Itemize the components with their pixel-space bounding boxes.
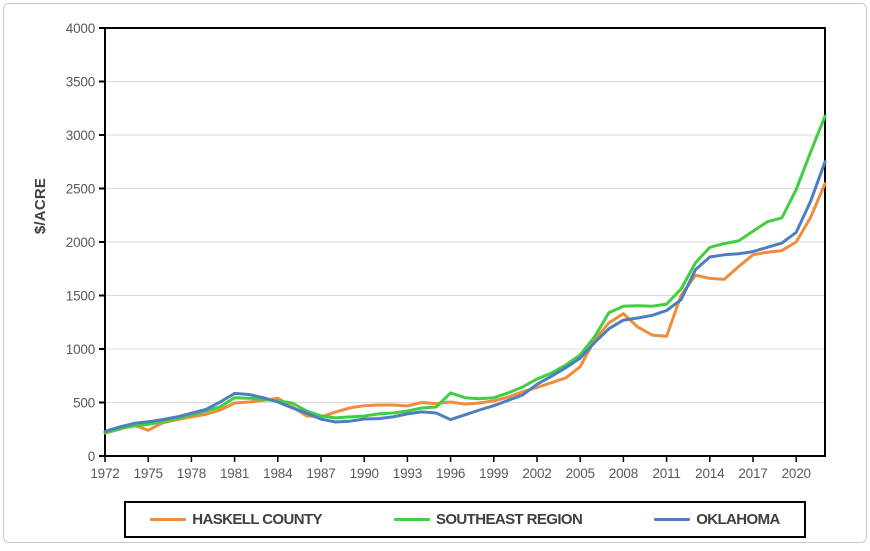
x-tick-label: 1972 bbox=[90, 466, 119, 481]
y-axis-title: $/ACRE bbox=[32, 177, 49, 235]
legend-item-southeast-region: SOUTHEAST REGION bbox=[393, 511, 583, 528]
legend-label: SOUTHEAST REGION bbox=[435, 511, 583, 528]
x-tick-label: 1987 bbox=[306, 466, 335, 481]
x-tick-label: 2017 bbox=[738, 466, 767, 481]
x-tick-label: 1975 bbox=[134, 466, 163, 481]
x-tick-label: 2005 bbox=[566, 466, 595, 481]
legend: HASKELL COUNTY SOUTHEAST REGION OKLAHOMA bbox=[124, 501, 806, 538]
x-tick-label: 1996 bbox=[436, 466, 465, 481]
y-tick-label: 4000 bbox=[66, 21, 95, 36]
legend-line-swatch bbox=[654, 518, 691, 521]
x-tick-label: 1978 bbox=[177, 466, 206, 481]
y-tick-label: 1500 bbox=[66, 289, 95, 304]
y-tick-label: 500 bbox=[73, 396, 95, 411]
legend-item-haskell-county: HASKELL COUNTY bbox=[150, 511, 323, 528]
x-tick-label: 2011 bbox=[652, 466, 680, 481]
legend-line-swatch bbox=[150, 518, 187, 521]
x-tick-label: 2008 bbox=[609, 466, 638, 481]
y-tick-label: 3500 bbox=[66, 75, 95, 90]
x-tick-label: 1999 bbox=[479, 466, 508, 481]
x-tick-label: 2020 bbox=[782, 466, 811, 481]
legend-line-swatch bbox=[393, 518, 430, 521]
x-tick-label: 1993 bbox=[393, 466, 422, 481]
y-tick-label: 3000 bbox=[66, 128, 95, 143]
x-tick-label: 2014 bbox=[695, 466, 725, 481]
x-tick-label: 1981 bbox=[220, 466, 249, 481]
y-tick-label: 1000 bbox=[66, 342, 95, 357]
x-tick-label: 1990 bbox=[350, 466, 379, 481]
y-tick-label: 2500 bbox=[66, 182, 95, 197]
line-southeast-region bbox=[103, 114, 827, 434]
x-tick-label: 2002 bbox=[522, 466, 551, 481]
x-tick-label: 1984 bbox=[263, 466, 293, 481]
legend-label: HASKELL COUNTY bbox=[192, 511, 322, 528]
legend-label: OKLAHOMA bbox=[696, 511, 780, 528]
y-tick-label: 0 bbox=[88, 449, 95, 464]
y-tick-label: 2000 bbox=[66, 235, 95, 250]
legend-item-oklahoma: OKLAHOMA bbox=[654, 511, 780, 528]
line-oklahoma bbox=[103, 160, 827, 433]
line-haskell-county bbox=[103, 182, 827, 435]
